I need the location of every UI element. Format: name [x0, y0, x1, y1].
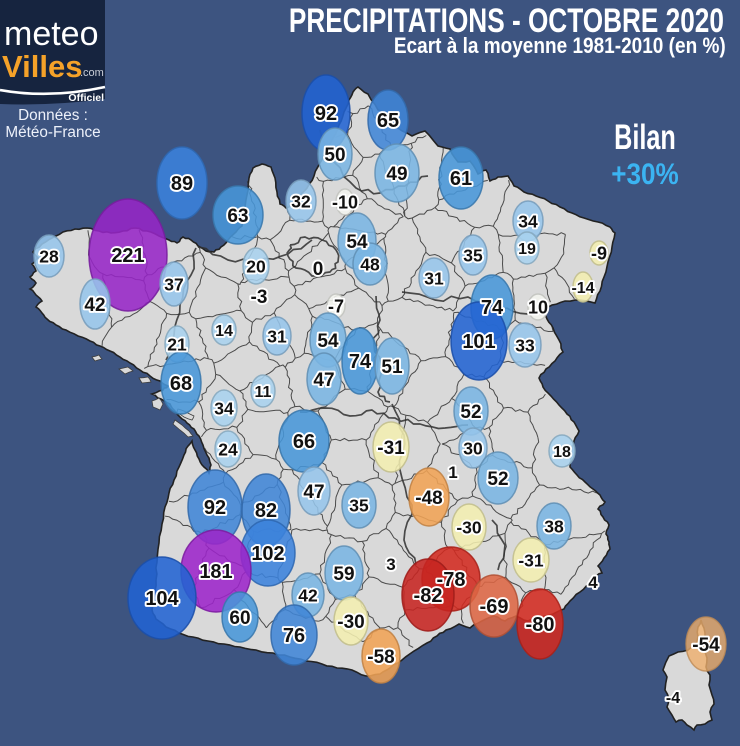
svg-text:14: 14	[215, 323, 233, 340]
svg-text:74: 74	[481, 297, 504, 319]
svg-text:24: 24	[218, 439, 238, 459]
svg-text:-69: -69	[480, 596, 509, 618]
svg-text:38: 38	[544, 516, 564, 536]
svg-text:-3: -3	[251, 287, 268, 308]
svg-text:102: 102	[251, 543, 284, 565]
svg-text:54: 54	[346, 232, 368, 253]
svg-text:42: 42	[298, 585, 318, 605]
svg-text:-80: -80	[526, 614, 555, 636]
svg-text:221: 221	[111, 245, 144, 267]
svg-text:-30: -30	[456, 517, 482, 537]
svg-text:meteo: meteo	[4, 15, 99, 53]
svg-text:51: 51	[381, 357, 403, 378]
svg-text:0: 0	[313, 259, 324, 280]
svg-text:11: 11	[255, 384, 272, 401]
svg-text:101: 101	[462, 331, 495, 353]
svg-text:.com: .com	[80, 67, 104, 79]
svg-text:33: 33	[515, 335, 535, 355]
svg-text:28: 28	[39, 246, 59, 266]
svg-text:4: 4	[588, 573, 598, 592]
svg-text:-78: -78	[437, 569, 466, 591]
svg-text:Officiel: Officiel	[68, 92, 104, 104]
svg-text:92: 92	[204, 497, 226, 519]
svg-text:49: 49	[386, 164, 407, 185]
svg-text:-31: -31	[518, 550, 544, 570]
svg-text:-54: -54	[692, 635, 720, 656]
svg-text:50: 50	[324, 145, 345, 166]
svg-text:-30: -30	[337, 612, 364, 633]
svg-text:30: 30	[463, 438, 483, 458]
svg-text:42: 42	[84, 295, 105, 316]
svg-text:-14: -14	[571, 280, 594, 297]
svg-text:31: 31	[424, 268, 444, 288]
svg-text:82: 82	[255, 500, 277, 522]
svg-text:181: 181	[199, 561, 232, 583]
svg-text:89: 89	[171, 173, 193, 195]
svg-text:21: 21	[167, 334, 187, 354]
svg-text:20: 20	[246, 256, 266, 276]
svg-text:92: 92	[315, 103, 337, 125]
svg-text:47: 47	[313, 370, 334, 391]
svg-text:61: 61	[450, 168, 472, 190]
svg-text:48: 48	[360, 254, 380, 274]
svg-text:-4: -4	[666, 690, 680, 707]
svg-text:-48: -48	[415, 488, 442, 509]
svg-text:-9: -9	[591, 243, 607, 263]
svg-text:-7: -7	[328, 296, 344, 316]
svg-text:66: 66	[293, 431, 315, 453]
svg-text:52: 52	[460, 402, 481, 423]
svg-text:104: 104	[145, 588, 179, 610]
svg-text:18: 18	[553, 444, 571, 461]
svg-text:Villes: Villes	[2, 49, 82, 84]
svg-text:34: 34	[214, 398, 234, 418]
svg-text:34: 34	[518, 211, 538, 231]
svg-text:74: 74	[349, 351, 372, 373]
svg-text:35: 35	[349, 495, 369, 515]
svg-text:37: 37	[164, 274, 183, 294]
svg-text:1: 1	[448, 463, 457, 482]
svg-text:3: 3	[386, 555, 395, 574]
svg-text:59: 59	[333, 564, 354, 585]
svg-text:-82: -82	[414, 585, 443, 607]
svg-text:32: 32	[291, 191, 311, 211]
svg-text:47: 47	[303, 482, 324, 503]
svg-text:-58: -58	[367, 647, 394, 668]
svg-text:60: 60	[229, 608, 250, 629]
svg-text:-31: -31	[377, 438, 405, 459]
svg-text:65: 65	[377, 110, 399, 132]
svg-text:63: 63	[227, 206, 248, 227]
svg-text:-10: -10	[332, 192, 358, 212]
svg-text:52: 52	[487, 469, 508, 490]
svg-text:19: 19	[518, 241, 536, 258]
svg-text:31: 31	[267, 326, 287, 346]
svg-text:54: 54	[317, 331, 339, 352]
svg-text:35: 35	[463, 245, 483, 265]
svg-text:68: 68	[170, 373, 192, 395]
svg-text:76: 76	[283, 625, 305, 647]
svg-text:10: 10	[528, 297, 548, 317]
